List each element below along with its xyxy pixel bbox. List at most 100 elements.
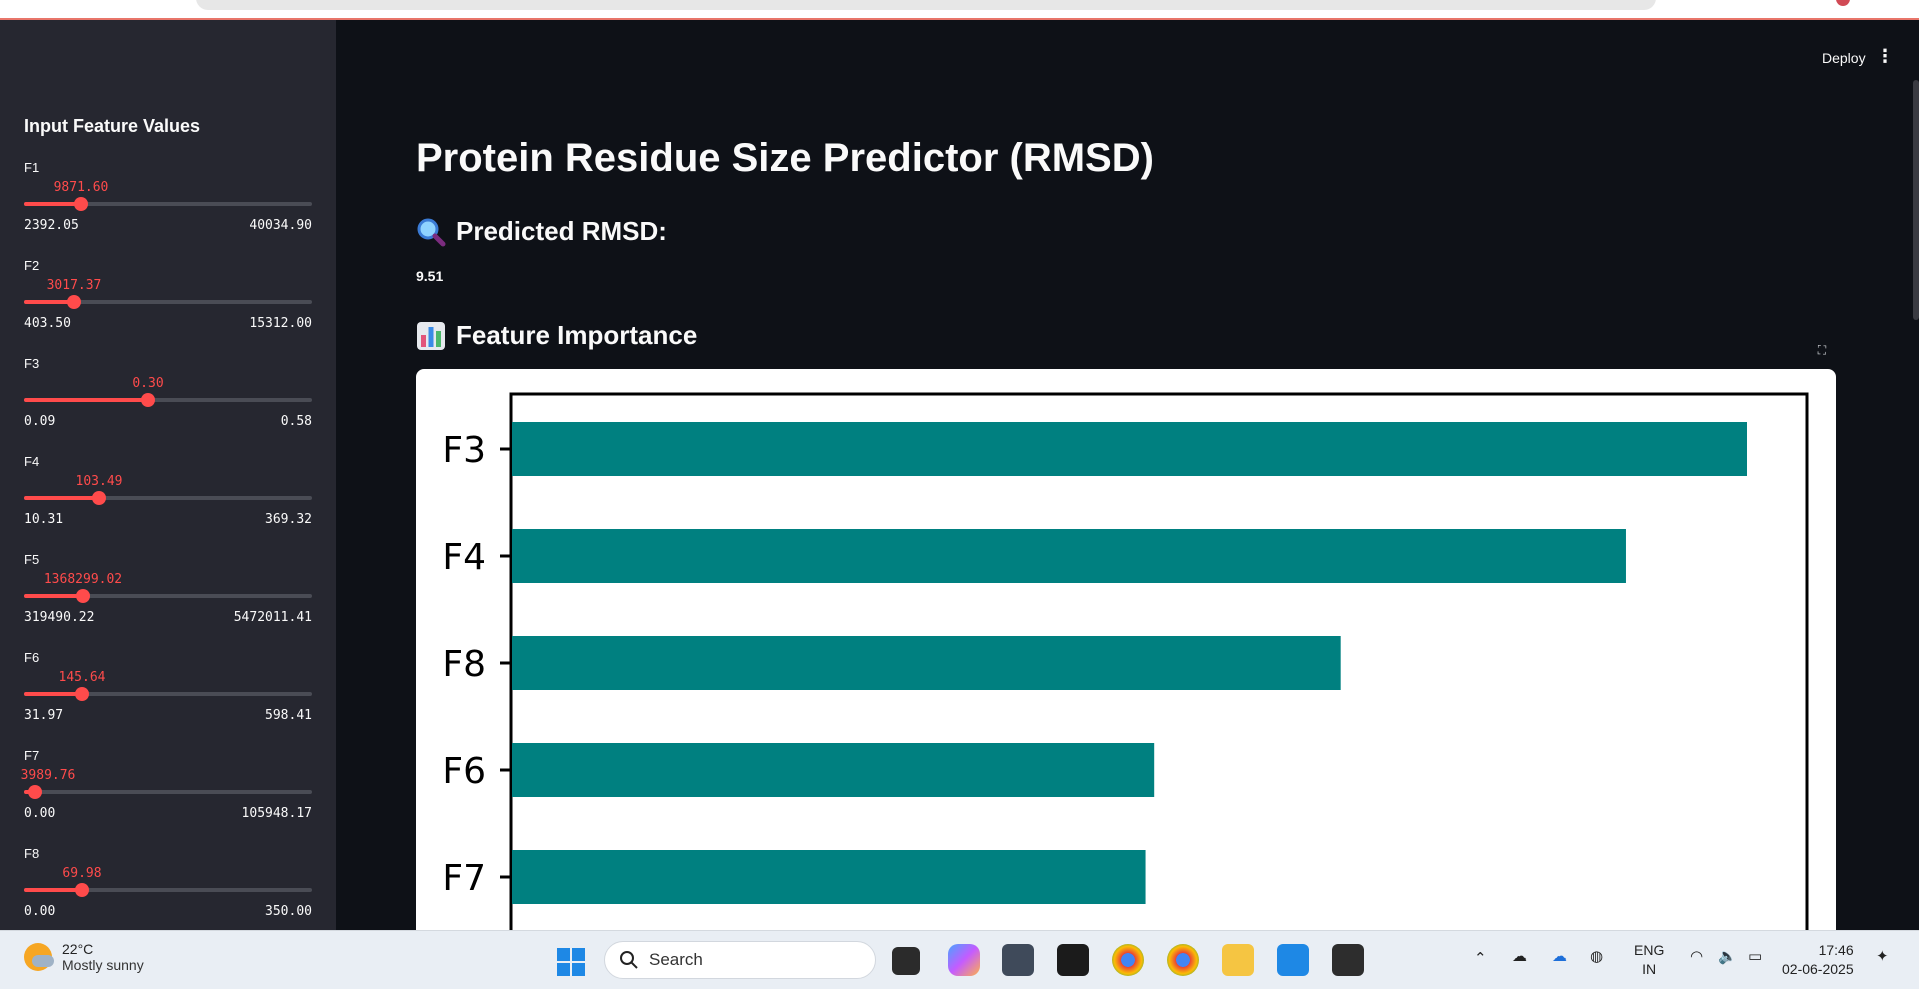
tray-overflow-icon[interactable]: ⌃ (1474, 950, 1487, 967)
browser-profile-icon[interactable] (1836, 0, 1850, 6)
slider-track[interactable] (24, 589, 312, 603)
main-scrollbar[interactable] (1913, 80, 1919, 320)
slider-track[interactable] (24, 393, 312, 407)
taskbar-search-placeholder: Search (649, 950, 703, 969)
slider-current-value: 9871.60 (53, 180, 109, 195)
fullscreen-icon[interactable]: ⛶ (1817, 343, 1827, 357)
slider-max-value: 598.41 (265, 708, 312, 723)
slider-fill (24, 300, 74, 304)
onedrive-error-icon[interactable]: ☁ (1552, 948, 1567, 965)
y-tick-label: F6 (442, 751, 486, 792)
slider-current-value: 103.49 (75, 474, 123, 489)
vscode-icon[interactable] (1277, 944, 1309, 976)
browser-address-bar[interactable] (196, 0, 1656, 10)
search-icon (620, 951, 638, 969)
slider-current-value: 1368299.02 (43, 572, 123, 587)
slider-thumb[interactable] (141, 393, 155, 407)
slider-fill (24, 888, 82, 892)
slider-track[interactable] (24, 197, 312, 211)
slider-thumb[interactable] (76, 589, 90, 603)
slider-label: F7 (24, 748, 40, 763)
slider-max-value: 369.32 (265, 512, 312, 527)
network-globe-icon[interactable]: ◍ (1590, 948, 1604, 965)
bar-f7 (512, 850, 1146, 904)
slider-min-value: 31.97 (24, 708, 64, 723)
slider-current-value: 3989.76 (20, 768, 76, 783)
weather-condition: Mostly sunny (62, 957, 144, 973)
copilot-icon[interactable] (948, 944, 980, 976)
onedrive-icon[interactable]: ☁ (1512, 948, 1527, 965)
slider-label: F8 (24, 846, 40, 861)
slider-f3: F3 0.30 0.09 0.58 (24, 356, 312, 448)
bar-f8 (512, 636, 1341, 690)
task-view-icon[interactable] (892, 947, 920, 975)
slider-f2: F2 3017.37 403.50 15312.00 (24, 258, 312, 350)
wifi-icon[interactable]: ◠ (1690, 948, 1704, 965)
slider-max-value: 105948.17 (241, 806, 312, 821)
language-indicator[interactable]: ENG IN (1634, 941, 1664, 979)
slider-thumb[interactable] (67, 295, 81, 309)
predicted-rmsd-value: 9.51 (416, 268, 444, 284)
slider-thumb[interactable] (92, 491, 106, 505)
slider-max-value: 40034.90 (249, 218, 312, 233)
slider-f1: F1 9871.60 2392.05 40034.90 (24, 160, 312, 252)
slider-thumb[interactable] (28, 785, 42, 799)
slider-min-value: 0.00 (24, 904, 56, 919)
chrome-profile-s-icon[interactable] (1112, 944, 1144, 976)
slider-min-value: 0.09 (24, 414, 56, 429)
slider-label: F2 (24, 258, 40, 273)
slider-track[interactable] (24, 883, 312, 897)
slider-fill (24, 496, 99, 500)
slider-track[interactable] (24, 491, 312, 505)
windows-start-icon[interactable] (556, 947, 586, 977)
chrome-icon[interactable] (1167, 944, 1199, 976)
slider-min-value: 10.31 (24, 512, 64, 527)
slider-track[interactable] (24, 687, 312, 701)
slider-max-value: 350.00 (265, 904, 312, 919)
slider-min-value: 319490.22 (24, 610, 95, 625)
clock-time: 17:46 (1818, 942, 1854, 958)
bar-f4 (512, 529, 1626, 583)
file-explorer-icon[interactable] (1222, 944, 1254, 976)
slider-current-value: 0.30 (132, 376, 164, 391)
sidebar: Input Feature Values F1 9871.60 2392.05 400… (0, 20, 336, 930)
slider-label: F1 (24, 160, 40, 175)
slider-fill (24, 202, 81, 206)
slider-label: F3 (24, 356, 40, 371)
predator-app-icon[interactable] (1057, 944, 1089, 976)
slider-fill (24, 692, 82, 696)
magnifier-icon (417, 218, 446, 246)
main-menu-icon[interactable]: ⋮ (1876, 46, 1894, 66)
slider-current-value: 145.64 (58, 670, 106, 685)
slider-label: F4 (24, 454, 40, 469)
taskbar-search[interactable]: Search (604, 941, 876, 979)
sidebar-title: Input Feature Values (24, 116, 201, 136)
slider-thumb[interactable] (74, 197, 88, 211)
terminal-icon[interactable] (1332, 944, 1364, 976)
browser-top-strip (0, 0, 1919, 20)
battery-icon[interactable]: ▭ (1748, 948, 1763, 965)
chart-svg: F3 F4 F8 F6 F7 (442, 392, 1809, 956)
slider-min-value: 2392.05 (24, 218, 79, 233)
slider-track[interactable] (24, 295, 312, 309)
language-bottom: IN (1642, 961, 1657, 977)
slider-label: F6 (24, 650, 40, 665)
importance-heading-text: Feature Importance (456, 320, 698, 350)
weather-widget[interactable]: 22°C Mostly sunny (24, 941, 144, 973)
predicted-heading-text: Predicted RMSD: (456, 216, 667, 246)
volume-icon[interactable]: 🔈 (1718, 948, 1737, 965)
slider-track[interactable] (24, 785, 312, 799)
bing-icon[interactable] (1002, 944, 1034, 976)
notification-icon[interactable]: ✦ (1876, 948, 1889, 965)
bar-f6 (512, 743, 1155, 797)
slider-min-value: 403.50 (24, 316, 71, 331)
deploy-button[interactable]: Deploy (1822, 50, 1866, 66)
clock[interactable]: 17:46 02-06-2025 (1782, 941, 1854, 979)
slider-max-value: 15312.00 (249, 316, 312, 331)
language-top: ENG (1634, 942, 1665, 958)
slider-thumb[interactable] (75, 687, 89, 701)
taskbar: 22°C Mostly sunny Search ⌃ ☁ ☁ ◍ ENG IN … (0, 930, 1919, 989)
weather-temperature: 22°C (62, 941, 94, 957)
slider-thumb[interactable] (75, 883, 89, 897)
slider-max-value: 5472011.41 (233, 610, 312, 625)
